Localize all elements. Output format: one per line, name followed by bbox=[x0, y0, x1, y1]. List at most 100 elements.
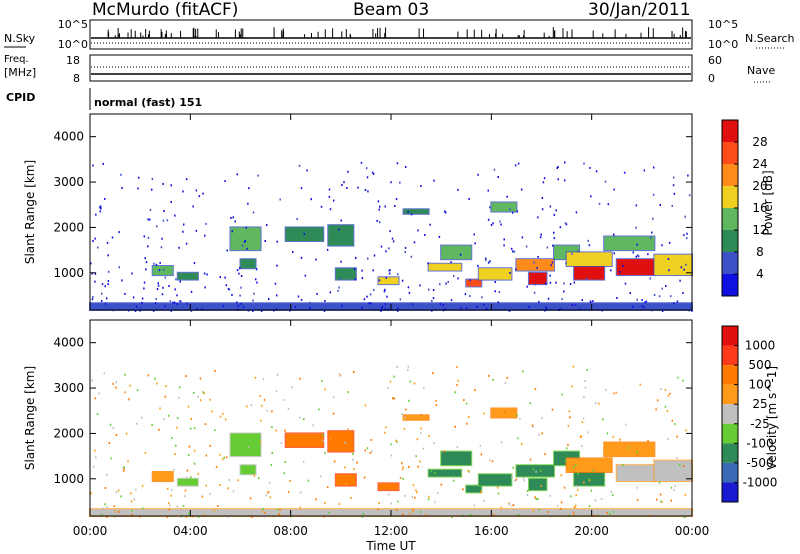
echo-speckle bbox=[176, 302, 179, 305]
echo-speckle bbox=[460, 307, 462, 310]
echo-speckle bbox=[151, 177, 154, 180]
echo-speckle bbox=[193, 449, 196, 452]
echo-speckle bbox=[219, 415, 222, 418]
echo-speckle bbox=[542, 181, 545, 184]
echo-speckle bbox=[670, 499, 673, 502]
echo-speckle bbox=[164, 395, 167, 398]
echo-speckle bbox=[368, 302, 371, 305]
echo-speckle bbox=[115, 381, 117, 384]
echo-speckle bbox=[315, 258, 317, 261]
echo-speckle bbox=[545, 306, 547, 309]
echo-speckle bbox=[341, 304, 343, 307]
echo-speckle bbox=[200, 399, 202, 402]
echo-speckle bbox=[494, 280, 497, 283]
power-panel: 4000 3000 2000 1000 Slant Range [km] 28 24 20… bbox=[23, 113, 775, 312]
colorbar-segment bbox=[722, 384, 738, 405]
echo-speckle bbox=[604, 388, 607, 391]
echo-speckle bbox=[303, 232, 306, 235]
freq-panel: Freq. [MHz] 18 8 60 0 Nave bbox=[4, 54, 775, 85]
echo-speckle bbox=[162, 182, 164, 185]
echo-speckle bbox=[683, 268, 685, 271]
echo-speckle bbox=[144, 451, 147, 454]
echo-speckle bbox=[261, 404, 263, 407]
echo-speckle bbox=[661, 309, 664, 312]
echo-speckle bbox=[437, 491, 439, 494]
echo-speckle bbox=[141, 416, 143, 419]
echo-speckle bbox=[658, 295, 661, 298]
echo-speckle bbox=[247, 446, 250, 449]
echo-speckle bbox=[169, 504, 171, 507]
echo-speckle bbox=[659, 493, 662, 496]
echo-speckle bbox=[430, 470, 433, 473]
echo-speckle bbox=[187, 405, 190, 408]
echo-speckle bbox=[328, 511, 330, 514]
echo-speckle bbox=[401, 413, 403, 416]
echo-speckle bbox=[115, 433, 118, 436]
echo-speckle bbox=[659, 465, 661, 468]
echo-speckle bbox=[347, 170, 349, 173]
colorbar-segment bbox=[722, 443, 738, 463]
echo-speckle bbox=[182, 190, 184, 193]
echo-speckle bbox=[499, 407, 502, 410]
echo-speckle bbox=[300, 298, 303, 301]
echo-speckle bbox=[182, 508, 184, 511]
echo-speckle bbox=[287, 491, 290, 494]
echo-speckle bbox=[381, 305, 384, 308]
echo-speckle bbox=[202, 391, 204, 394]
echo-speckle bbox=[197, 395, 199, 398]
echo-speckle bbox=[236, 301, 238, 304]
echo-speckle bbox=[101, 292, 103, 295]
echo-speckle bbox=[371, 171, 374, 174]
echo-speckle bbox=[509, 309, 511, 312]
echo-speckle bbox=[167, 514, 169, 517]
echo-speckle bbox=[606, 432, 609, 435]
echo-speckle bbox=[247, 512, 250, 515]
echo-speckle bbox=[443, 450, 446, 453]
echo-speckle bbox=[584, 379, 586, 382]
echo-speckle bbox=[463, 399, 465, 402]
echo-speckle bbox=[186, 476, 188, 479]
echo-speckle bbox=[226, 249, 228, 252]
echo-speckle bbox=[440, 483, 443, 486]
echo-speckle bbox=[174, 453, 176, 456]
echo-speckle bbox=[156, 382, 158, 385]
echo-speckle bbox=[550, 264, 552, 267]
echo-speckle bbox=[487, 218, 490, 221]
echo-speckle bbox=[444, 211, 447, 214]
echo-speckle bbox=[581, 421, 584, 424]
echo-speckle bbox=[514, 164, 517, 167]
echo-speckle bbox=[573, 506, 576, 509]
echo-speckle bbox=[526, 489, 529, 492]
echo-speckle bbox=[672, 512, 675, 515]
echo-speckle bbox=[364, 449, 367, 452]
echo-speckle bbox=[553, 237, 556, 240]
scatter-blob bbox=[528, 272, 547, 285]
echo-speckle bbox=[474, 389, 476, 392]
echo-speckle bbox=[364, 404, 367, 407]
echo-speckle bbox=[289, 479, 291, 482]
echo-speckle bbox=[612, 493, 614, 496]
echo-speckle bbox=[669, 295, 672, 298]
echo-speckle bbox=[474, 242, 476, 245]
echo-speckle bbox=[647, 439, 649, 442]
echo-speckle bbox=[540, 233, 542, 236]
echo-speckle bbox=[154, 377, 156, 380]
echo-speckle bbox=[219, 276, 222, 279]
echo-speckle bbox=[319, 475, 322, 478]
echo-speckle bbox=[107, 254, 109, 257]
echo-speckle bbox=[541, 197, 544, 200]
echo-speckle bbox=[141, 507, 144, 510]
echo-speckle bbox=[433, 179, 435, 182]
echo-speckle bbox=[176, 417, 179, 420]
echo-speckle bbox=[302, 460, 305, 463]
echo-speckle bbox=[488, 374, 490, 377]
echo-speckle bbox=[513, 250, 516, 253]
echo-speckle bbox=[254, 278, 257, 281]
echo-speckle bbox=[636, 298, 638, 301]
echo-speckle bbox=[307, 479, 310, 482]
echo-speckle bbox=[592, 469, 595, 472]
echo-speckle bbox=[246, 247, 248, 250]
echo-speckle bbox=[112, 427, 115, 430]
echo-speckle bbox=[168, 285, 170, 288]
